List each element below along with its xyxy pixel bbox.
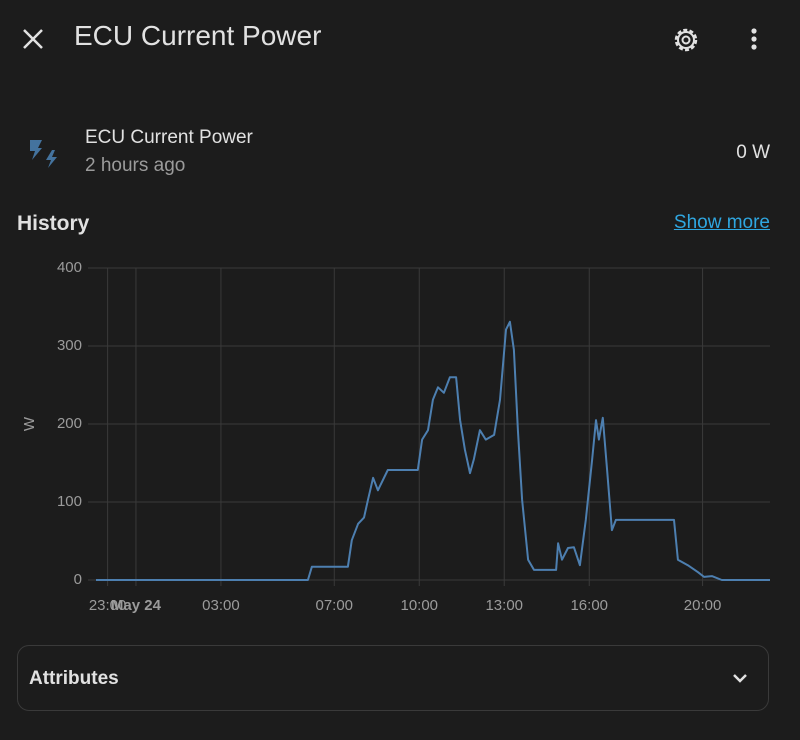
attributes-title: Attributes [29, 668, 119, 689]
x-tick-label: 10:00 [400, 597, 438, 614]
attributes-panel[interactable]: Attributes [17, 645, 769, 711]
y-tick-label: 200 [57, 415, 82, 432]
x-tick-label: 23:00 [89, 597, 127, 614]
entity-state: 0 W [736, 142, 770, 163]
show-more-link[interactable]: Show more [673, 212, 770, 233]
x-tick-label: 07:00 [315, 597, 353, 614]
y-tick-label: 300 [57, 337, 82, 354]
expand-icon [733, 674, 747, 683]
history-title: History [17, 212, 90, 235]
entity-icon [30, 140, 57, 168]
menu-button[interactable] [744, 24, 764, 56]
x-tick-label: May 24 [111, 597, 162, 614]
x-tick-label: 03:00 [202, 597, 240, 614]
y-axis-label: W [21, 416, 38, 431]
last-changed: 2 hours ago [85, 155, 186, 176]
x-tick-label: 13:00 [485, 597, 523, 614]
x-tick-label: 16:00 [570, 597, 608, 614]
y-tick-label: 400 [57, 259, 82, 276]
dialog-title: ECU Current Power [74, 20, 322, 51]
x-tick-label: 20:00 [684, 597, 722, 614]
close-button[interactable] [18, 24, 48, 54]
entity-name: ECU Current Power [85, 127, 253, 148]
y-tick-label: 100 [57, 493, 82, 510]
settings-button[interactable] [670, 24, 702, 56]
y-tick-label: 0 [74, 571, 82, 588]
series-line [96, 320, 770, 581]
